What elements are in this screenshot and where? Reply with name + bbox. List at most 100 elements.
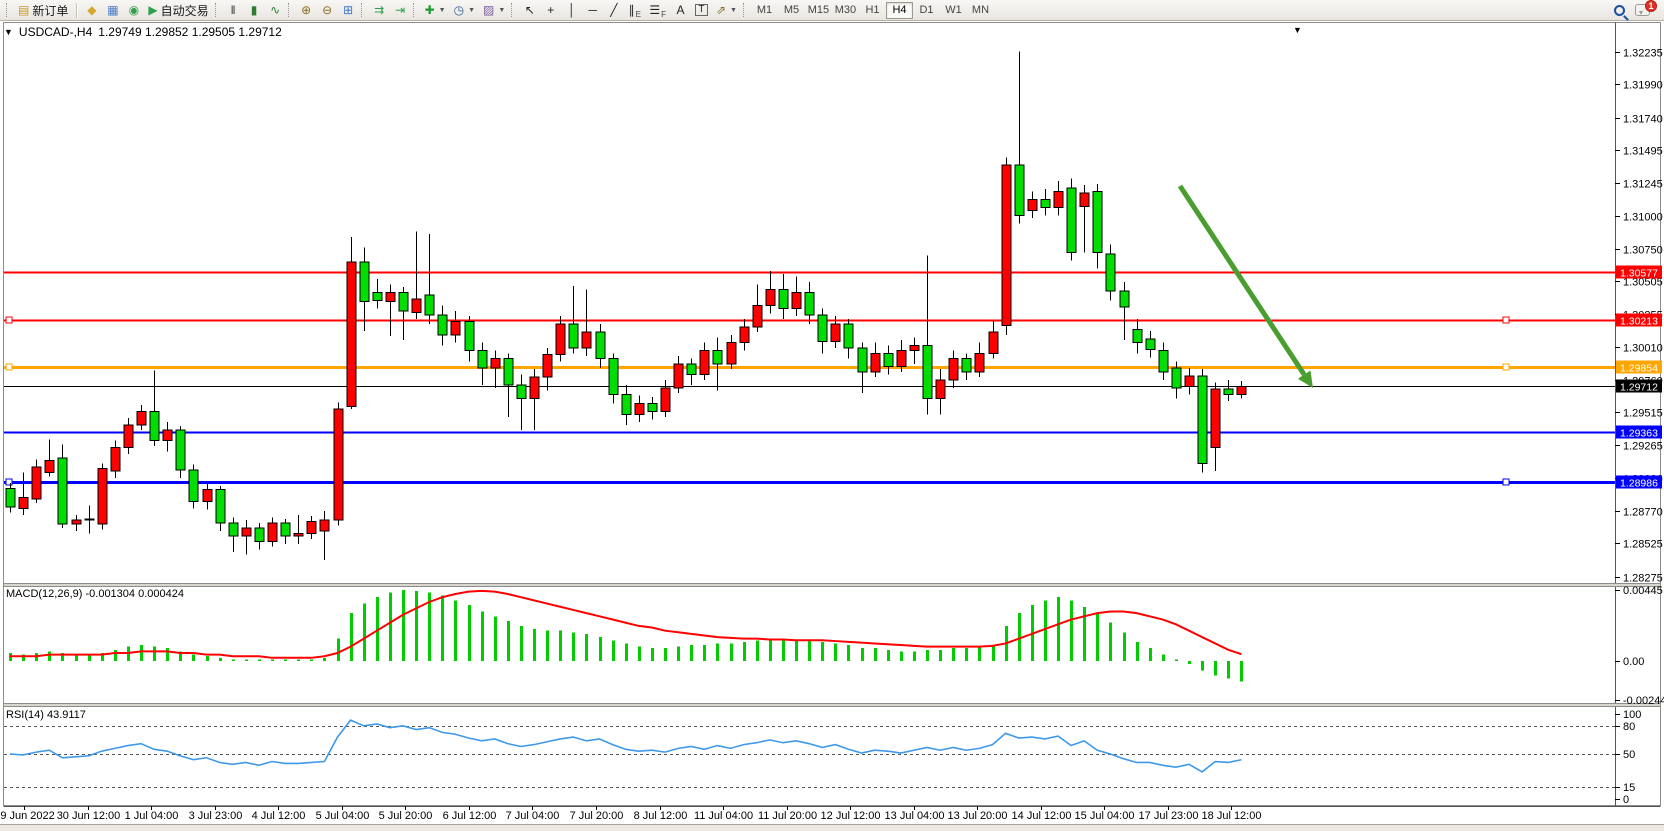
candlestick-button[interactable]: ▮: [244, 1, 265, 20]
timeframe-m30-button[interactable]: M30: [834, 4, 857, 16]
text-label-button[interactable]: T: [691, 1, 712, 20]
macd-histogram-bar: [428, 592, 431, 661]
timeframe-w1-button[interactable]: W1: [945, 4, 962, 16]
chevron-down-icon[interactable]: ▼: [468, 6, 476, 14]
line-chart-button[interactable]: ∿: [265, 1, 286, 20]
indicators-button[interactable]: ✚ ▼: [421, 1, 450, 20]
macd-histogram-bar: [625, 643, 628, 661]
periods-button[interactable]: ◷ ▼: [450, 1, 479, 20]
data-window-button[interactable]: ▦: [102, 1, 123, 20]
new-order-button[interactable]: ▤ 新订单: [14, 1, 72, 20]
candle-body: [922, 344, 933, 399]
candle-body: [1027, 199, 1038, 211]
macd-histogram-bar: [153, 646, 156, 661]
zoom-in-icon: ⊕: [301, 3, 312, 17]
timeframe-h4-button[interactable]: H4: [885, 1, 913, 19]
support-line-2-price-label: [1616, 475, 1662, 489]
timeframe-m15-button[interactable]: M15: [807, 4, 830, 16]
candle-body: [870, 352, 881, 373]
magnifier-icon[interactable]: [1614, 4, 1625, 16]
macd-histogram-bar: [1227, 661, 1230, 679]
macd-histogram-bar: [585, 633, 588, 661]
macd-histogram-bar: [1214, 661, 1217, 676]
candle-body: [306, 521, 317, 534]
cursor-icon: ↖: [524, 3, 535, 17]
candle-body: [215, 489, 226, 524]
crosshair-button[interactable]: +: [540, 1, 561, 20]
zoom-in-button[interactable]: ⊕: [296, 1, 317, 20]
time-tick-label: 14 Jul 12:00: [1012, 810, 1072, 822]
macd-histogram-bar: [756, 640, 759, 661]
timeframe-mn-button[interactable]: MN: [971, 4, 990, 16]
template-icon: ▨: [483, 3, 495, 17]
chart-quick-menu-icon[interactable]: ▼: [1293, 25, 1302, 35]
zoom-out-button[interactable]: ⊖: [317, 1, 338, 20]
timeframe-h1-button[interactable]: H1: [865, 4, 880, 16]
channel-button[interactable]: ∥ E: [628, 3, 641, 19]
macd-histogram-bar: [926, 649, 929, 661]
candle-body: [883, 352, 894, 368]
macd-histogram-bar: [1136, 641, 1139, 661]
candle-body: [765, 289, 776, 307]
candle-body: [110, 446, 121, 472]
candle-body: [202, 489, 213, 503]
candle-body: [581, 331, 592, 349]
navigator-button[interactable]: ◉: [123, 1, 144, 20]
autotrading-button[interactable]: ▶ 自动交易: [144, 1, 212, 20]
time-tick-label: 11 Jul 04:00: [694, 810, 753, 822]
arrows-button[interactable]: ⇗ ▼: [712, 1, 741, 20]
fibonacci-button[interactable]: ☰ F: [649, 3, 666, 19]
timeframe-d1-button[interactable]: D1: [919, 4, 934, 16]
macd-histogram-bar: [638, 646, 641, 661]
rsi-indicator-label: RSI(14) 43.9117: [6, 709, 86, 721]
chevron-down-icon[interactable]: ▼: [498, 6, 506, 14]
data-window-icon: ▦: [107, 3, 119, 17]
trendline-button[interactable]: ╱: [603, 1, 624, 20]
market-watch-button[interactable]: ◆: [81, 1, 102, 20]
panel-separator[interactable]: [3, 703, 1661, 707]
tile-windows-button[interactable]: ⊞: [338, 1, 359, 20]
vertical-line-button[interactable]: │: [561, 1, 582, 20]
chart-window-border: [3, 22, 1661, 806]
macd-histogram-bar: [507, 621, 510, 661]
resistance-line-2-handle[interactable]: [5, 316, 13, 324]
price-tick-label: 1.29515: [1623, 408, 1663, 420]
chart-shift-button[interactable]: ⇥: [390, 1, 411, 20]
auto-scroll-button[interactable]: ⇉: [369, 1, 390, 20]
pivot-line-handle[interactable]: [1502, 363, 1510, 371]
chart-collapse-icon[interactable]: ▼: [4, 26, 13, 37]
templates-button[interactable]: ▨ ▼: [479, 1, 509, 20]
time-tick-label: 6 Jul 12:00: [443, 810, 497, 822]
support-line-2-handle[interactable]: [1502, 478, 1510, 486]
horizontal-line-button[interactable]: ─: [582, 1, 603, 20]
new-order-button-label: 新订单: [32, 3, 69, 18]
candle-body: [791, 291, 802, 309]
trendline-icon: ╱: [610, 3, 618, 17]
text-button[interactable]: A: [670, 1, 691, 20]
macd-histogram-bar: [258, 659, 261, 661]
panel-separator[interactable]: [3, 583, 1661, 587]
macd-histogram-bar: [1018, 613, 1021, 661]
macd-histogram-bar: [808, 640, 811, 661]
resistance-line-2-handle[interactable]: [1502, 316, 1510, 324]
bar-chart-button[interactable]: ‖: [223, 1, 244, 20]
macd-histogram-bar: [192, 654, 195, 661]
support-line-2-handle[interactable]: [5, 478, 13, 486]
pivot-line-handle[interactable]: [5, 363, 13, 371]
trend-arrow[interactable]: [1177, 184, 1307, 377]
macd-histogram-bar: [323, 657, 326, 661]
chat-bubble-icon[interactable]: 1: [1635, 0, 1657, 16]
timeframe-m5-button[interactable]: M5: [783, 4, 800, 16]
macd-histogram-bar: [769, 638, 772, 661]
chevron-down-icon[interactable]: ▼: [730, 6, 737, 14]
candle-body: [175, 429, 186, 471]
trend-arrow-head[interactable]: [1297, 370, 1313, 388]
macd-histogram-bar: [1096, 613, 1099, 661]
candle-body: [5, 487, 16, 508]
macd-histogram-bar: [1057, 597, 1060, 661]
candle-body: [477, 350, 488, 369]
timeframe-m1-button[interactable]: M1: [756, 4, 773, 16]
chevron-down-icon[interactable]: ▼: [438, 6, 446, 14]
cursor-button[interactable]: ↖: [519, 1, 540, 20]
macd-histogram-bar: [952, 648, 955, 661]
